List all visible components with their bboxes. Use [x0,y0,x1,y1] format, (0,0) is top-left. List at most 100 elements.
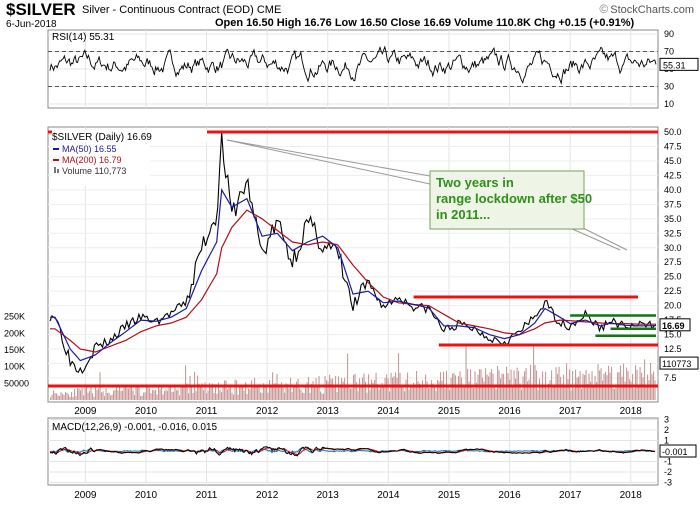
volume-bar [434,384,436,400]
year-label: 2018 [620,406,643,417]
volume-bar [296,381,298,400]
volume-bar [642,377,644,400]
volume-bar [422,380,424,400]
volume-bar [393,376,395,400]
volume-bar [428,388,430,400]
volume-bar [488,376,490,400]
volume-bar [533,344,535,400]
volume-bar [596,381,598,400]
volume-bar [294,386,296,400]
stockcharts-credit[interactable]: © StockCharts.com [599,2,694,16]
volume-bar [587,384,589,400]
macd-tick: -2 [664,467,672,477]
year-label: 2017 [559,406,582,417]
volume-bar [371,379,373,400]
volume-bar [69,396,71,400]
volume-tick: 200K [4,328,25,338]
price-series [49,132,657,375]
volume-bar [212,383,214,400]
volume-bar [255,384,257,400]
volume-tick: 250K [4,312,25,322]
volume-bar [83,395,85,400]
volume-bar [129,387,131,400]
volume-bar [410,384,412,400]
volume-bar [306,382,308,400]
volume-bar [234,379,236,400]
volume-bar [128,388,130,400]
volume-bar [288,388,290,400]
volume-bar [593,385,595,400]
volume-bar [113,390,115,400]
volume-bar [270,384,272,400]
volume-bar [638,384,640,400]
volume-bar [236,380,238,400]
volume-bar [581,389,583,400]
volume-bar [512,385,514,400]
volume-bar [263,383,265,400]
volume-bar [558,366,560,400]
volume-bar [261,392,263,400]
volume-bar [600,368,602,400]
volume-bar [365,381,367,400]
annotation-line-1: Two years in [436,175,514,190]
volume-bar [384,377,386,400]
volume-bar [537,389,539,400]
volume-bar [228,387,230,400]
volume-bar [284,392,286,400]
volume-bar [464,385,466,400]
macd-series [49,446,655,457]
legend-volume: Volume 110,773 [62,166,126,176]
volume-bar [527,381,529,400]
volume-bar [287,384,289,400]
volume-bar [411,385,413,400]
volume-bar [528,379,530,400]
price-tick: 47.5 [664,141,682,151]
volume-bar [389,391,391,400]
volume-bar [63,395,65,400]
volume-bar [324,376,326,400]
volume-bar [198,383,200,400]
volume-bar [168,385,170,400]
volume-bar [431,380,433,400]
year-label-bottom: 2010 [135,490,158,501]
year-label-bottom: 2009 [74,490,97,501]
price-tick: 22.5 [664,286,682,296]
annotation-line-2: range lockdown after $50 [436,191,592,206]
price-tick: 35.0 [664,214,682,224]
volume-bar [396,377,398,400]
volume-bar [111,394,113,400]
quote-summary: Open 16.50 High 16.76 Low 16.50 Close 16… [215,17,635,29]
macd-tick: 1 [664,436,669,446]
volume-bar [357,391,359,400]
volume-bar [285,383,287,400]
volume-bar [66,392,68,400]
volume-bar [233,394,235,400]
year-label-bottom: 2012 [256,490,279,501]
price-legend: MA(50) 16.55 MA(200) 16.79 Volume 110,77… [52,144,150,186]
volume-bar [597,364,599,400]
volume-bar [135,386,137,400]
svg-text:Two years in range lockd: Two years in range lockdown after $50 in… [436,175,596,222]
volume-bar [402,387,404,400]
volume-bar [531,386,533,400]
volume-bar [293,385,295,400]
volume-bar [203,390,205,400]
volume-bar [344,377,346,400]
volume-bar [171,392,173,400]
volume-bar [167,390,169,400]
volume-bar [614,389,616,400]
volume-bar [629,379,631,400]
volume-bar [330,378,332,400]
volume-bar [485,368,487,400]
volume-bar [231,392,233,400]
volume-bar [237,394,239,400]
price-tick: 50.0 [664,127,682,137]
volume-bar [312,381,314,400]
volume-bar [429,388,431,400]
volume-bar [122,390,124,400]
volume-bar [180,385,182,400]
volume-bar [107,392,109,400]
volume-bar [158,385,160,400]
volume-bar [645,385,647,400]
volume-bar [243,390,245,400]
